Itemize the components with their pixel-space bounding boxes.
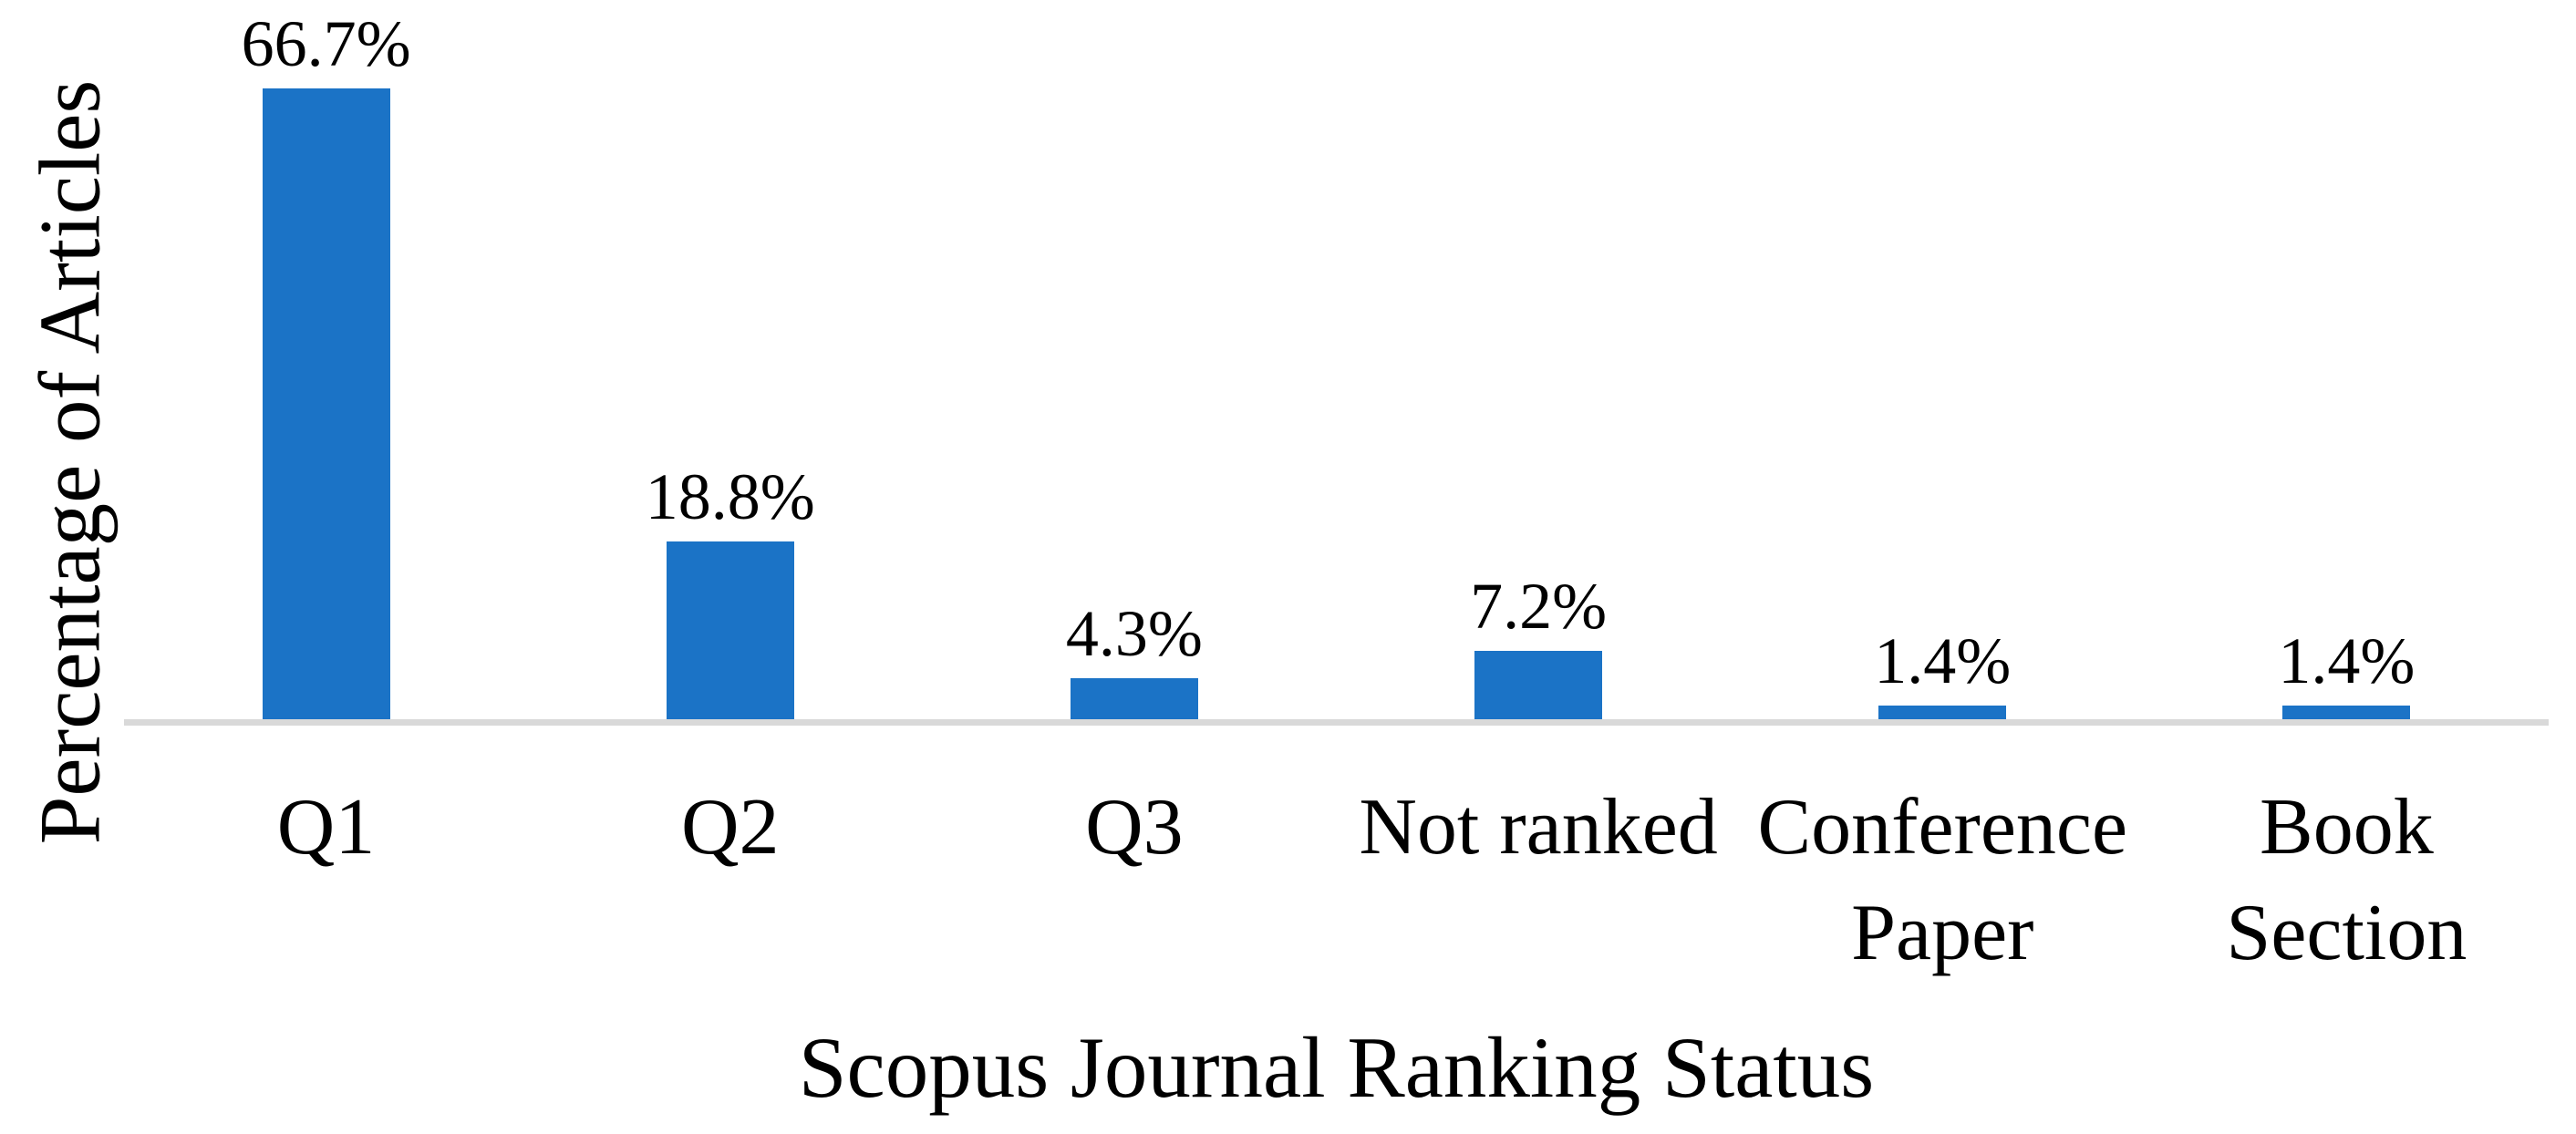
value-label-not-ranked: 7.2% [1470,570,1608,643]
bar-not-ranked [1474,651,1603,719]
category-label-book-section: Book Section [2226,783,2467,977]
value-label-book-section: 1.4% [2278,624,2416,697]
bar-q2 [666,541,794,719]
category-label-q2: Q2 [680,783,780,871]
category-label-conference-paper: Conference Paper [1757,783,2128,977]
category-label-q3: Q3 [1085,783,1184,871]
bar-conference-paper [1878,706,2007,719]
value-label-conference-paper: 1.4% [1874,624,2012,697]
value-label-q2: 18.8% [645,460,815,533]
value-label-q3: 4.3% [1065,597,1203,670]
value-label-q1: 66.7% [241,7,411,80]
x-axis-title: Scopus Journal Ranking Status [798,1019,1875,1116]
bar-q3 [1070,678,1198,719]
y-axis-title: Percentage of Articles [21,79,119,845]
category-label-not-ranked: Not ranked [1359,783,1718,871]
category-label-q1: Q1 [276,783,376,871]
x-axis-line [124,719,2549,726]
bar-book-section [2282,706,2411,719]
bar-q1 [262,88,390,719]
